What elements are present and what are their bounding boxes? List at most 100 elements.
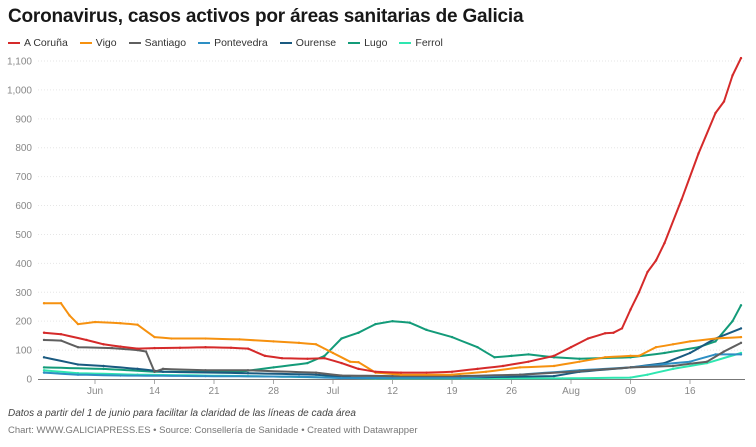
data-point (399, 371, 403, 374)
y-tick-label: 300 (15, 288, 32, 299)
data-point (663, 241, 666, 245)
data-point (42, 356, 46, 359)
y-tick-label: 700 (15, 172, 32, 183)
data-point (348, 360, 352, 363)
data-point (357, 361, 360, 364)
data-point (739, 341, 743, 345)
data-point (739, 56, 743, 60)
data-point (272, 340, 275, 343)
legend-label: Vigo (95, 37, 117, 49)
data-point (450, 335, 454, 339)
data-point (391, 319, 394, 323)
data-point (714, 337, 717, 340)
x-tick-label: 09 (625, 386, 637, 397)
data-point (552, 374, 556, 378)
data-point (204, 337, 207, 340)
legend-item: Santiago (128, 37, 186, 49)
legend-item: Ourense (279, 37, 337, 49)
data-point (476, 346, 479, 349)
data-point (204, 369, 207, 372)
series-line-vigo (43, 302, 742, 376)
data-point (586, 337, 590, 340)
data-point (476, 367, 479, 371)
data-point (654, 259, 658, 262)
data-point (739, 353, 743, 356)
data-point (144, 350, 148, 353)
data-point (76, 346, 80, 349)
data-point (42, 369, 46, 372)
y-tick-label: 500 (15, 230, 32, 241)
legend-label: Ourense (295, 37, 337, 49)
data-point (714, 111, 717, 115)
x-tick-label: 21 (208, 386, 220, 397)
data-point (671, 343, 675, 346)
y-tick-label: 900 (15, 114, 32, 125)
chart-note: Datos a partir del 1 de junio para facil… (8, 408, 356, 419)
data-point (620, 327, 624, 330)
data-point (731, 319, 734, 323)
legend-swatch (348, 42, 361, 44)
data-point (705, 360, 709, 363)
data-point (714, 340, 717, 343)
data-point (714, 353, 717, 356)
legend-swatch (79, 42, 92, 44)
data-point (663, 351, 666, 355)
legend-label: Lugo (364, 37, 388, 49)
data-point (306, 361, 309, 365)
data-point (85, 338, 88, 342)
x-tick-label: 16 (684, 386, 696, 397)
legend-label: Ferrol (415, 37, 443, 49)
legend-swatch (8, 42, 20, 44)
x-tick-label: Aug (562, 386, 580, 397)
data-point (314, 373, 318, 376)
data-point (569, 346, 573, 349)
data-point (603, 332, 607, 335)
data-point (637, 354, 641, 358)
y-tick-label: 400 (15, 259, 32, 270)
x-tick-label: 28 (268, 386, 280, 397)
data-point (42, 366, 46, 369)
data-point (603, 356, 607, 359)
data-point (629, 366, 632, 369)
data-point (552, 364, 556, 368)
legend-swatch (128, 42, 141, 44)
data-point (119, 345, 122, 348)
data-point (161, 370, 165, 373)
data-point (110, 346, 114, 350)
data-point (297, 375, 301, 378)
data-point (153, 335, 156, 339)
data-point (136, 367, 139, 371)
legend-item: Ferrol (399, 37, 443, 49)
data-point (246, 347, 250, 350)
data-point (246, 372, 250, 375)
x-tick-label: 12 (387, 386, 399, 397)
data-point (136, 347, 139, 350)
data-point (59, 302, 63, 305)
x-tick-label: 19 (446, 386, 458, 397)
data-point (42, 371, 46, 374)
data-point (238, 338, 241, 341)
data-point (578, 357, 581, 360)
data-point (119, 374, 122, 377)
x-tick-label: 26 (506, 386, 518, 397)
data-point (697, 152, 700, 155)
data-point (153, 346, 156, 350)
data-point (374, 322, 377, 326)
data-point (153, 370, 156, 373)
data-point (59, 339, 63, 342)
data-point (42, 302, 46, 305)
data-point (102, 364, 105, 368)
data-point (739, 327, 743, 330)
legend-item: A Coruña (8, 37, 68, 49)
data-point (76, 363, 80, 366)
data-point (340, 376, 343, 380)
data-point (731, 74, 734, 77)
series-line-a-coru-a (43, 57, 742, 374)
data-point (688, 360, 692, 363)
data-point (425, 371, 428, 374)
data-point (646, 270, 649, 274)
data-point (102, 367, 105, 371)
data-point (161, 367, 165, 371)
data-point (646, 373, 649, 376)
data-point (170, 337, 173, 340)
